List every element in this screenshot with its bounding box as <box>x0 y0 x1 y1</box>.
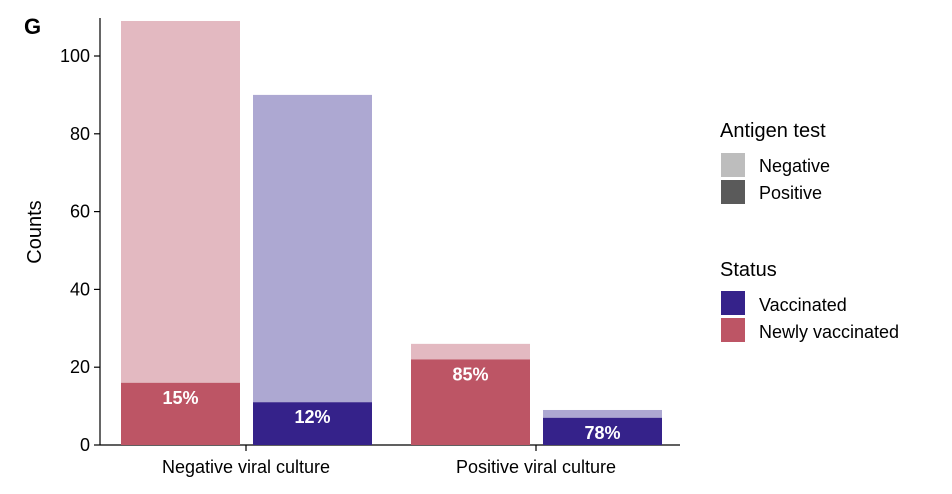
bar-label-neg-culture-newly-vaccinated: 15% <box>162 388 198 408</box>
y-tick-label: 60 <box>70 202 90 222</box>
legend-swatch-newly-vaccinated <box>721 318 745 342</box>
x-tick-label: Negative viral culture <box>162 457 330 477</box>
bar-pos-culture-vaccinated-antigen-negative <box>543 409 662 418</box>
legend-status-title: Status <box>720 259 777 281</box>
bar-neg-culture-newly-vaccinated-antigen-negative <box>121 20 240 383</box>
bar-neg-culture-newly-vaccinated-antigen-positive <box>121 382 240 445</box>
legend-label-antigen-negative: Negative <box>759 156 830 176</box>
bar-label-neg-culture-vaccinated: 12% <box>294 407 330 427</box>
y-tick-label: 20 <box>70 357 90 377</box>
bar-label-pos-culture-newly-vaccinated: 85% <box>452 364 488 384</box>
legend-swatch-vaccinated <box>721 291 745 315</box>
x-tick-label: Positive viral culture <box>456 457 616 477</box>
legend-swatch-antigen-positive <box>721 180 745 204</box>
legend-label-antigen-positive: Positive <box>759 183 822 203</box>
panel-letter: G <box>24 14 41 39</box>
bars-group: 15% 12% 85% 78% <box>121 20 662 445</box>
x-tick-labels: Negative viral culture Positive viral cul… <box>162 457 616 477</box>
y-tick-label: 40 <box>70 279 90 299</box>
bar-neg-culture-vaccinated-antigen-positive <box>253 402 372 445</box>
legend-swatch-antigen-negative <box>721 153 745 177</box>
y-tick-label: 0 <box>80 435 90 455</box>
legend: Antigen test Negative Positive Status Va… <box>720 120 899 342</box>
legend-label-vaccinated: Vaccinated <box>759 295 847 315</box>
y-tick-label: 80 <box>70 124 90 144</box>
bar-pos-culture-vaccinated-antigen-positive <box>543 417 662 445</box>
y-tick-label: 100 <box>60 46 90 66</box>
y-tick-labels: 0 20 40 60 80 100 <box>60 46 90 455</box>
legend-label-newly-vaccinated: Newly vaccinated <box>759 322 899 342</box>
legend-antigen-title: Antigen test <box>720 120 826 142</box>
bar-neg-culture-vaccinated-antigen-negative <box>253 94 372 403</box>
bar-label-pos-culture-vaccinated: 78% <box>584 423 620 443</box>
bar-pos-culture-newly-vaccinated-antigen-negative <box>411 343 530 360</box>
bar-pos-culture-newly-vaccinated-antigen-positive <box>411 359 530 445</box>
y-axis-title: Counts <box>24 200 46 263</box>
